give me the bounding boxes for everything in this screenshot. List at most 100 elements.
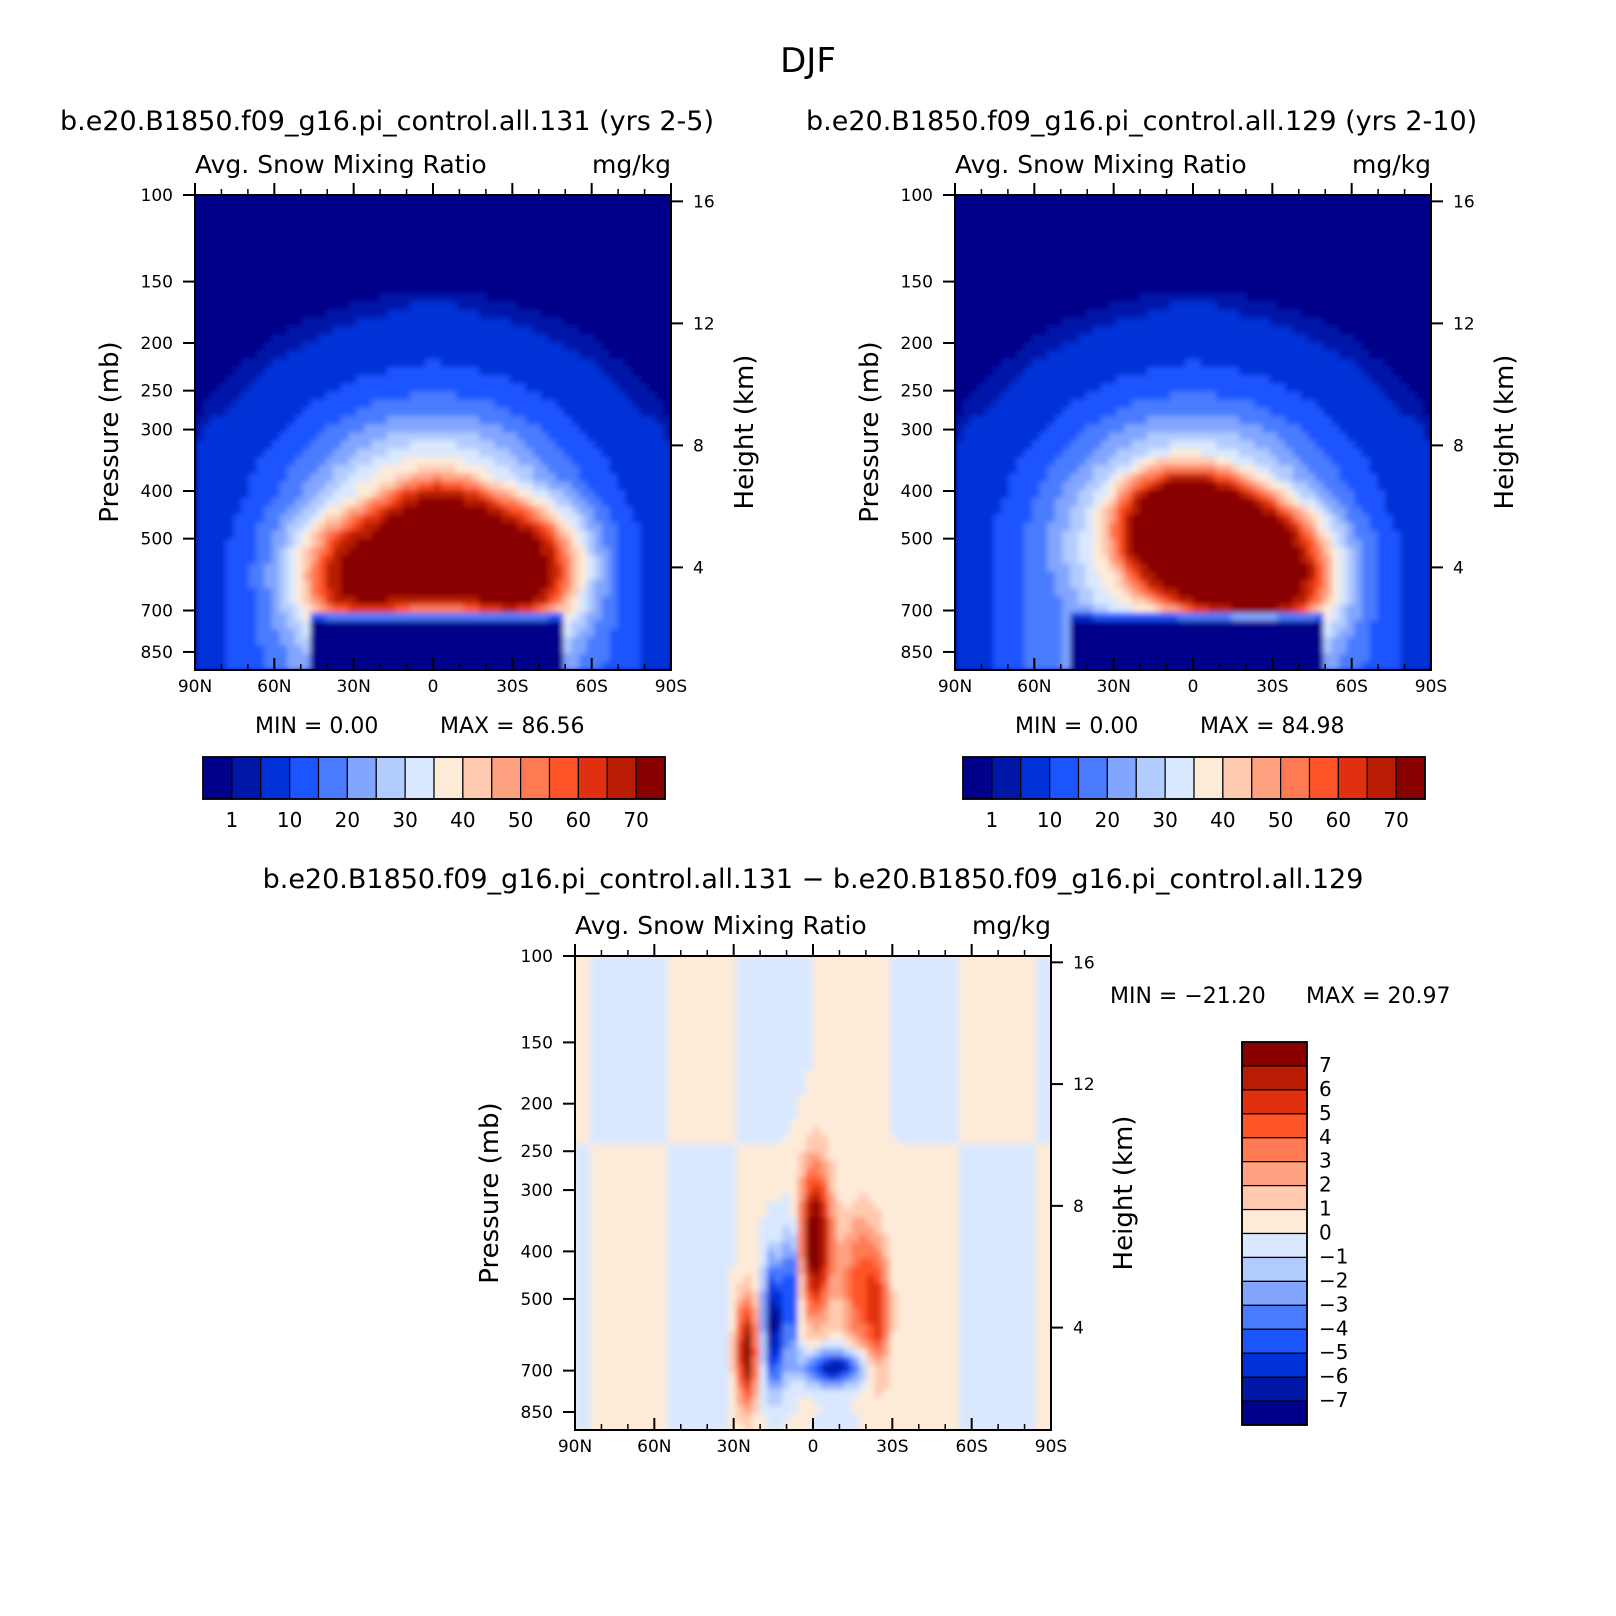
contour-cell <box>379 366 388 376</box>
contour-cell <box>632 661 642 670</box>
contour-cell <box>617 276 626 286</box>
contour-cell <box>310 506 319 516</box>
contour-cell <box>340 235 350 245</box>
contour-cell <box>1054 227 1064 237</box>
contour-cell <box>348 604 358 614</box>
contour-cell <box>486 252 496 262</box>
contour-cell <box>456 326 465 336</box>
contour-cell <box>333 416 342 426</box>
contour-cell <box>594 629 603 639</box>
contour-cell <box>1077 276 1087 286</box>
contour-cell <box>962 285 972 295</box>
contour-cell <box>479 268 488 278</box>
contour-cell <box>195 227 204 237</box>
contour-cell <box>571 506 580 516</box>
contour-cell <box>1246 260 1256 270</box>
contour-cell <box>1269 317 1279 327</box>
contour-cell <box>1277 211 1286 221</box>
contour-cell <box>287 276 296 286</box>
contour-cell <box>386 498 396 508</box>
contour-cell <box>379 588 388 598</box>
contour-cell <box>417 563 427 573</box>
contour-cell <box>433 473 442 483</box>
contour-cell <box>1231 227 1240 237</box>
contour-cell <box>210 424 219 434</box>
contour-cell <box>363 629 373 639</box>
contour-cell <box>563 285 572 295</box>
contour-cell <box>509 514 519 524</box>
contour-cell <box>294 366 304 376</box>
contour-cell <box>586 440 596 450</box>
y-tick-label: 300 <box>141 421 173 441</box>
contour-cell <box>425 432 434 442</box>
contour-cell <box>402 227 411 237</box>
contour-cell <box>248 317 258 327</box>
contour-cell <box>479 252 488 262</box>
contour-cell <box>225 301 235 311</box>
contour-cell <box>1300 309 1309 319</box>
contour-cell <box>1239 309 1248 319</box>
contour-cell <box>586 227 596 237</box>
contour-cell <box>1254 309 1263 319</box>
contour-cell <box>532 334 542 344</box>
contour-cell <box>218 424 227 434</box>
contour-cell <box>1300 252 1309 262</box>
contour-cell <box>1231 285 1240 295</box>
contour-cell <box>1077 211 1087 221</box>
contour-cell <box>1415 211 1425 221</box>
contour-cell <box>386 440 396 450</box>
contour-cell <box>256 309 265 319</box>
contour-cell <box>433 653 442 663</box>
contour-cell <box>1269 211 1279 221</box>
contour-cell <box>256 481 265 491</box>
contour-cell <box>294 195 304 204</box>
contour-cell <box>456 301 465 311</box>
contour-cell <box>1177 211 1187 221</box>
contour-cell <box>348 596 358 606</box>
contour-cell <box>1001 195 1010 204</box>
contour-cell <box>555 604 565 614</box>
contour-cell <box>586 268 596 278</box>
contour-cell <box>1169 334 1179 344</box>
contour-cell <box>640 465 649 475</box>
contour-cell <box>594 514 603 524</box>
contour-cell <box>486 498 496 508</box>
contour-cell <box>609 440 619 450</box>
contour-cell <box>555 457 565 467</box>
contour-cell <box>463 440 473 450</box>
contour-cell <box>287 285 296 295</box>
contour-cell <box>302 195 311 204</box>
contour-cell <box>386 465 396 475</box>
contour-cell <box>586 317 596 327</box>
contour-cell <box>248 219 258 229</box>
contour-cell <box>218 326 227 336</box>
contour-cell <box>955 211 964 221</box>
contour-cell <box>1338 334 1348 344</box>
contour-cell <box>1001 293 1010 303</box>
contour-cell <box>456 260 465 270</box>
contour-cell <box>1208 350 1217 360</box>
contour-cell <box>1338 211 1348 221</box>
contour-cell <box>409 252 419 262</box>
contour-cell <box>563 473 572 483</box>
contour-cell <box>993 211 1002 221</box>
contour-cell <box>1262 211 1271 221</box>
contour-cell <box>310 440 319 450</box>
contour-cell <box>532 579 542 589</box>
contour-cell <box>248 432 258 442</box>
contour-cell <box>586 506 596 516</box>
contour-cell <box>1292 260 1302 270</box>
contour-cell <box>609 637 619 647</box>
contour-cell <box>386 538 396 548</box>
contour-cell <box>1093 252 1102 262</box>
contour-cell <box>663 465 671 475</box>
contour-cell <box>962 293 972 303</box>
contour-cell <box>363 416 373 426</box>
contour-cell <box>287 391 296 401</box>
contour-cell <box>363 588 373 598</box>
contour-cell <box>1162 334 1171 344</box>
contour-cell <box>310 350 319 360</box>
contour-cell <box>409 555 419 565</box>
contour-cell <box>1231 309 1240 319</box>
contour-cell <box>494 661 503 670</box>
